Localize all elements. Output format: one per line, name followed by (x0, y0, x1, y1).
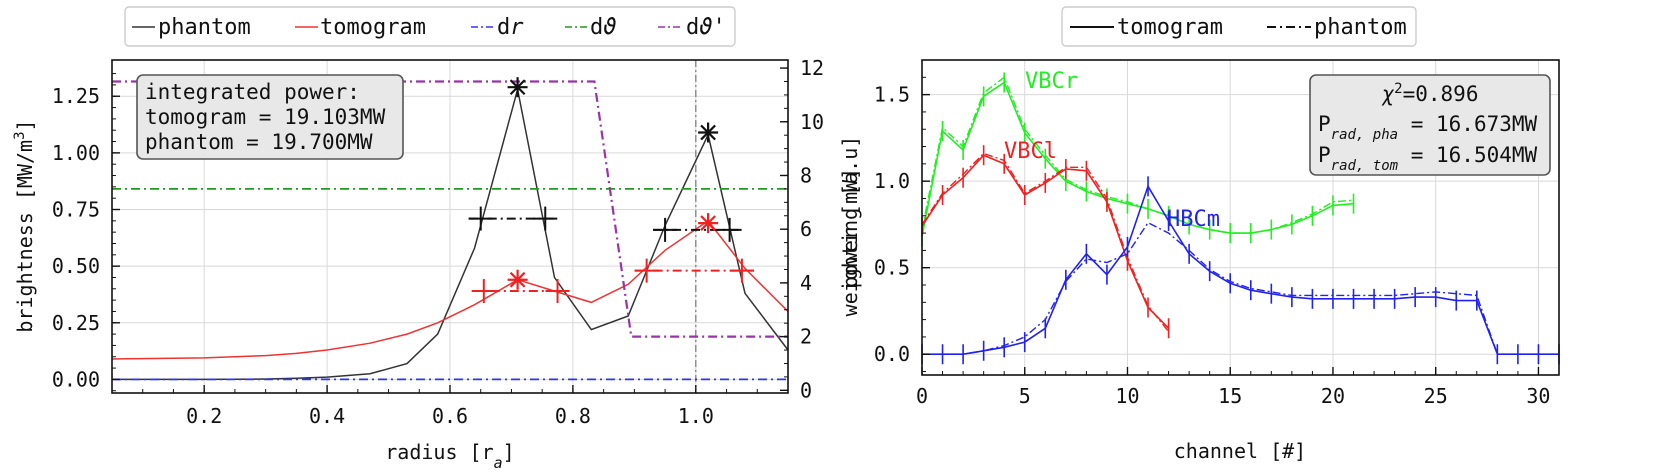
x-tick-label: 15 (1218, 384, 1242, 408)
left-annotation-box: integrated power: tomogram = 19.103MW ph… (136, 74, 404, 160)
x-tick-label: 0.6 (432, 404, 468, 428)
legend-entry-phantom-style: phantom (1267, 15, 1407, 40)
peak-marker (653, 122, 742, 242)
p-rad-tom-line: Prad, tom = 16.504MW (1318, 143, 1538, 174)
series-line-tomogram (111, 219, 789, 360)
left-legend: phantom tomogram dr dϑ dϑ' (124, 6, 736, 47)
chart-left: 0.2 0.4 0.6 0.8 1.0 0.00 0.25 0.50 0.75 1.00 1.25… (12, 6, 862, 472)
y2-tick-label: 8 (800, 163, 812, 187)
y2-tick-label: 12 (800, 56, 824, 80)
y-tick-label: 0.25 (52, 311, 100, 335)
y-tick-label: 1.0 (874, 169, 910, 193)
y-tick-label: 0.0 (874, 342, 910, 366)
annotation-line-3: phantom = 19.700MW (145, 130, 373, 154)
x-tick-label: 0 (916, 384, 928, 408)
legend-entry-dtheta: dϑ (565, 15, 617, 40)
series-label-vbcr: VBCr (1025, 69, 1078, 94)
peak-marker (468, 77, 558, 231)
x-tick-label: 0.2 (186, 404, 222, 428)
series-VBCl (921, 145, 1170, 339)
left-y-axis-label: brightness [MW/m3] (12, 119, 37, 332)
y-tick-label: 0.75 (52, 198, 100, 222)
legend-label-tomogram: tomogram (320, 15, 426, 40)
tomogram-line-HBCm (922, 184, 1559, 356)
left-y2-axis-label: weighting [a.u] (838, 136, 862, 317)
y2-tick-label: 2 (800, 325, 812, 349)
left-peak-markers (468, 77, 754, 304)
left-grid (112, 60, 788, 393)
annotation-line-1: integrated power: (145, 80, 360, 104)
y2-tick-label: 6 (800, 217, 812, 241)
x-tick-label: 25 (1424, 384, 1448, 408)
legend-label-dr: dr (497, 15, 524, 40)
right-annotation-box: χ2=0.896 Prad, pha = 16.673MW Prad, tom … (1309, 74, 1551, 176)
legend-label-dtheta-prime: dϑ' (686, 15, 726, 40)
legend-entry-tomogram: tomogram (295, 15, 426, 40)
right-y-axis-label: power [mW] (838, 168, 862, 288)
right-x-ticks: 0 5 10 15 20 25 30 (916, 367, 1560, 408)
y2-tick-label: 10 (800, 110, 824, 134)
legend-label-tomogram-style: tomogram (1117, 15, 1223, 40)
tomogram-line-VBCr (921, 81, 1354, 237)
y-tick-label: 1.00 (52, 141, 100, 165)
legend-label-phantom-style: phantom (1314, 15, 1407, 40)
x-tick-label: 1.0 (678, 404, 714, 428)
legend-label-dtheta: dϑ (590, 15, 617, 40)
phantom-line-VBCr (921, 76, 1354, 234)
annotation-line-2: tomogram = 19.103MW (145, 105, 386, 129)
x-tick-label: 0.8 (555, 404, 591, 428)
phantom-line-HBCm (922, 221, 1559, 355)
y-tick-label: 1.5 (874, 83, 910, 107)
x-tick-label: 20 (1321, 384, 1345, 408)
y-tick-label: 0.00 (52, 367, 100, 391)
y2-tick-label: 4 (800, 271, 812, 295)
legend-entry-dr: dr (471, 15, 524, 40)
right-x-axis-label: channel [#] (1174, 439, 1306, 463)
series-VBCr (921, 72, 1355, 247)
legend-entry-dtheta-prime: dϑ' (658, 15, 726, 40)
right-legend: tomogram phantom (1061, 6, 1417, 47)
left-x-ticks: 0.2 0.4 0.6 0.8 1.0 (111, 385, 789, 428)
p-rad-pha-line: Prad, pha = 16.673MW (1318, 112, 1538, 143)
right-plot-frame (921, 59, 1560, 376)
legend-entry-tomogram-style: tomogram (1070, 15, 1223, 40)
legend-entry-phantom: phantom (132, 15, 251, 40)
series-label-vbcl: VBCl (1004, 139, 1057, 164)
left-y2-ticks: 0 2 4 6 8 10 12 (780, 56, 824, 402)
x-tick-label: 30 (1526, 384, 1550, 408)
left-y-ticks: 0.00 0.25 0.50 0.75 1.00 1.25 (52, 73, 120, 391)
peak-marker (634, 213, 754, 283)
left-x-axis-label: radius [ra] (385, 440, 514, 472)
legend-label-phantom: phantom (158, 15, 251, 40)
peak-star-stroke (509, 271, 526, 288)
y-tick-label: 0.5 (874, 256, 910, 280)
series-line-phantom (112, 89, 789, 381)
right-y-ticks: 0.0 0.5 1.0 1.5 (874, 76, 930, 373)
x-tick-label: 5 (1019, 384, 1031, 408)
series-label-hbcm: HBCm (1167, 207, 1220, 232)
y2-tick-label: 0 (800, 378, 812, 402)
peak-star-stroke (700, 124, 716, 141)
y-tick-label: 1.25 (52, 84, 100, 108)
x-tick-label: 0.4 (309, 404, 345, 428)
y-tick-label: 0.50 (52, 254, 100, 278)
peak-marker (471, 269, 570, 304)
chart-right: 0 5 10 15 20 25 30 0.0 0.5 1.0 1.5 channel [#] po… (838, 6, 1560, 463)
peak-star-stroke (509, 79, 526, 96)
peak-star-stroke (700, 215, 716, 231)
x-tick-label: 10 (1115, 384, 1139, 408)
chi-squared-line: χ2=0.896 (1382, 81, 1479, 106)
